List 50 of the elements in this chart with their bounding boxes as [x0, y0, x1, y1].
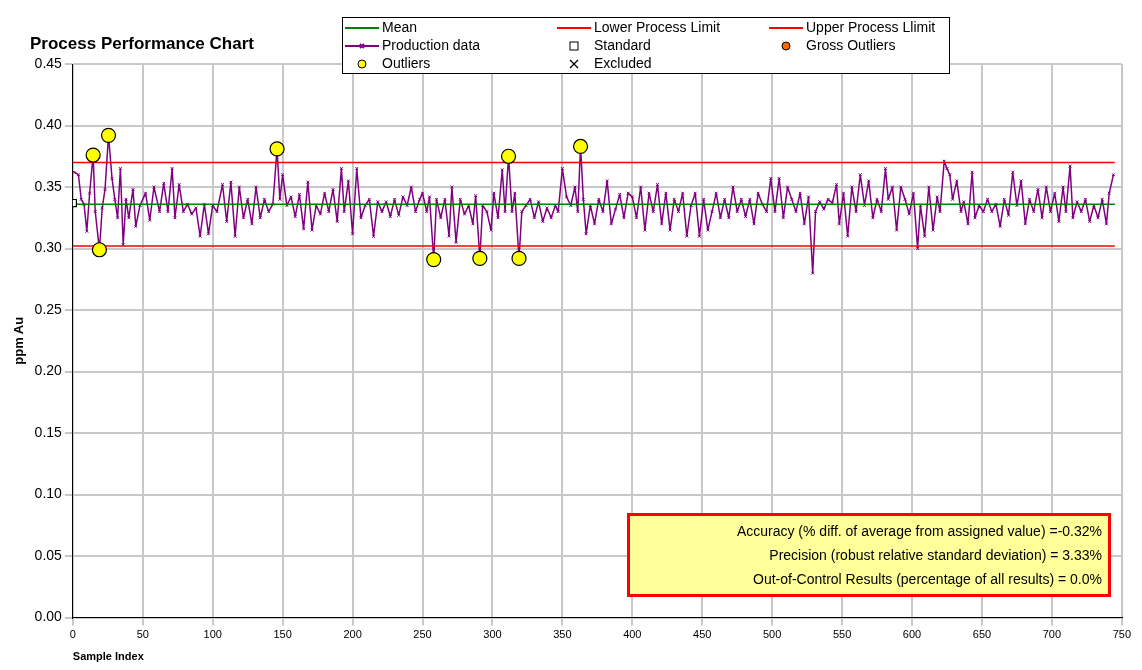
chart-title: Process Performance Chart: [30, 34, 254, 54]
point: [100, 127, 117, 143]
legend-label: Lower Process Limit: [594, 19, 721, 35]
point: [511, 250, 527, 266]
y-tick-label: 0.45: [34, 54, 63, 71]
y-tick-label: 0.15: [34, 423, 63, 440]
x-axis-title: Sample Index: [72, 650, 145, 663]
x-tick-label: 350: [553, 628, 572, 641]
point: [85, 147, 101, 163]
x-tick-label: 450: [693, 628, 712, 641]
annotation: Accuracy (% diff. of average from assigned value) =-0.32%: [735, 522, 1102, 541]
x-tick-label: 100: [203, 628, 222, 641]
x-tick-label: 750: [1112, 628, 1131, 641]
point: [572, 138, 589, 155]
x-tick-label: 150: [273, 628, 292, 641]
y-tick-label: 0.10: [34, 485, 63, 502]
y-tick-label: 0.20: [34, 362, 63, 379]
legend-label: Gross Outliers: [806, 37, 896, 53]
note-box: Accuracy (% diff. of average from assigned value) =-0.32% Precision (robust relative standard deviation) = 3.33% Out-of-Control Results (percentage of all results) = 0.0%: [627, 513, 1111, 597]
point: [91, 242, 108, 258]
x-tick-label: 0: [69, 628, 76, 641]
legend-label: Standard: [594, 37, 651, 53]
x-tick-label: 650: [972, 628, 992, 641]
y-tick-label: 0.25: [34, 300, 63, 317]
annotation: Precision (robust relative standard deviation) = 3.33%: [768, 546, 1102, 565]
x-tick-label: 50: [136, 628, 149, 641]
x-tick-label: 700: [1042, 628, 1062, 641]
point: [500, 148, 517, 164]
legend-label: Excluded: [594, 55, 652, 71]
x-tick-label: 600: [902, 628, 922, 641]
point: [472, 250, 488, 266]
y-tick-label: 0.35: [34, 177, 63, 194]
x-tick-label: 200: [343, 628, 362, 641]
point: [269, 141, 285, 157]
y-tick-label: 0.00: [34, 608, 63, 625]
legend-label: Upper Process Llimit: [806, 19, 936, 35]
x-tick-label: 300: [483, 628, 502, 641]
legend-label: Production data: [382, 37, 481, 53]
x-tick-label: 250: [413, 628, 432, 641]
x-tick-label: 550: [832, 628, 852, 641]
point: [426, 252, 442, 268]
y-axis-title: ppm Au: [11, 316, 27, 365]
legend-label: Mean: [382, 19, 418, 35]
y-tick-label: 0.30: [34, 239, 63, 256]
x-tick-label: 500: [762, 628, 782, 641]
legend-label: Outliers: [382, 55, 431, 71]
y-tick-label: 0.05: [34, 546, 63, 563]
x-tick-label: 400: [623, 628, 642, 641]
annotation: Out-of-Control Results (percentage of all results) = 0.0%: [752, 570, 1102, 589]
y-tick-label: 0.40: [34, 116, 63, 133]
